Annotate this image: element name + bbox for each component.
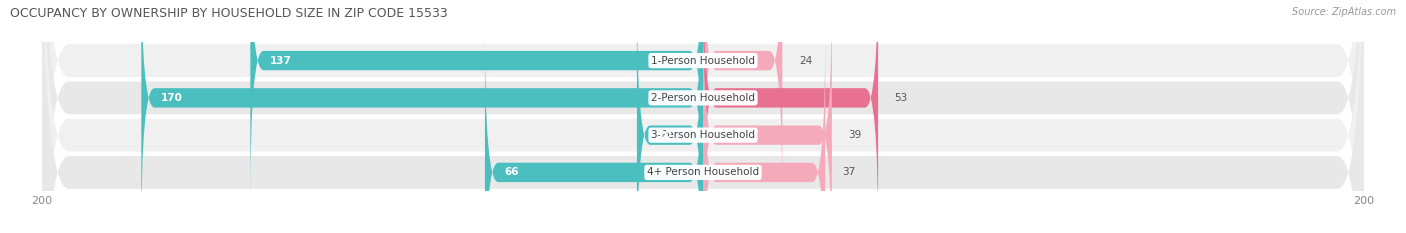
Text: 20: 20 [657,130,671,140]
Text: 1-Person Household: 1-Person Household [651,56,755,65]
Text: Source: ZipAtlas.com: Source: ZipAtlas.com [1292,7,1396,17]
FancyBboxPatch shape [42,0,1364,233]
FancyBboxPatch shape [42,0,1364,233]
Text: 170: 170 [162,93,183,103]
FancyBboxPatch shape [703,0,832,233]
FancyBboxPatch shape [42,0,1364,233]
FancyBboxPatch shape [637,0,703,233]
FancyBboxPatch shape [703,33,825,233]
FancyBboxPatch shape [703,0,879,233]
Text: OCCUPANCY BY OWNERSHIP BY HOUSEHOLD SIZE IN ZIP CODE 15533: OCCUPANCY BY OWNERSHIP BY HOUSEHOLD SIZE… [10,7,447,20]
Text: 137: 137 [270,56,292,65]
Text: 53: 53 [894,93,908,103]
FancyBboxPatch shape [42,0,1364,233]
Text: 24: 24 [799,56,813,65]
Text: 3-Person Household: 3-Person Household [651,130,755,140]
FancyBboxPatch shape [703,0,782,200]
Text: 66: 66 [505,168,519,177]
FancyBboxPatch shape [141,0,703,233]
Text: 2-Person Household: 2-Person Household [651,93,755,103]
FancyBboxPatch shape [485,33,703,233]
Text: 37: 37 [842,168,855,177]
Text: 4+ Person Household: 4+ Person Household [647,168,759,177]
FancyBboxPatch shape [250,0,703,200]
Text: 39: 39 [848,130,862,140]
